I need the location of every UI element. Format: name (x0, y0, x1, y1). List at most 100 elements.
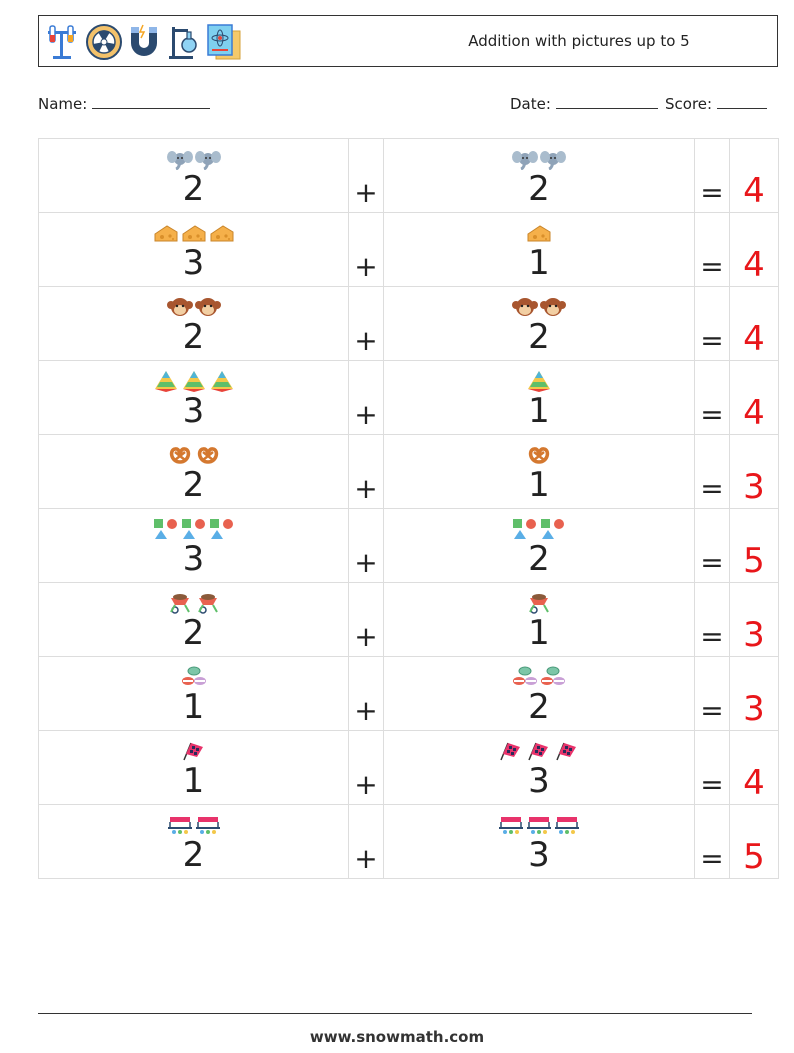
monkey-icon (511, 296, 539, 322)
name-field: Name: (38, 94, 211, 113)
pyramid-icon (525, 370, 553, 396)
plus-cell: + (348, 730, 384, 805)
equals-cell: = (694, 286, 730, 361)
addend-a-cell: 1 (38, 730, 349, 805)
picture-group-a (39, 222, 348, 244)
cheese-icon (525, 222, 553, 248)
plus-sign: + (354, 620, 378, 653)
shapes-icon (511, 518, 539, 544)
picture-group-a (39, 592, 348, 614)
answer-cell: 3 (729, 434, 779, 509)
picture-group-a (39, 740, 348, 762)
score-line (716, 94, 767, 109)
plus-sign: + (354, 768, 378, 801)
equals-cell: = (694, 360, 730, 435)
picture-group-b (384, 666, 694, 688)
footer-url: www.snowmath.com (309, 1028, 485, 1046)
score-label: Score: (665, 95, 713, 113)
addend-b-cell: 1 (383, 582, 695, 657)
addend-a-cell: 2 (38, 804, 349, 879)
pyramid-icon (208, 370, 236, 396)
answer-value: 4 (743, 171, 765, 211)
addend-a: 2 (182, 613, 205, 653)
addend-b: 1 (528, 465, 550, 505)
answer-value: 4 (743, 763, 765, 803)
addend-a: 3 (182, 243, 205, 283)
checkered-flag-icon (497, 740, 525, 766)
shapes-icon (208, 518, 236, 544)
addend-b-cell: 1 (383, 212, 695, 287)
plus-sign: + (354, 250, 378, 283)
equals-sign: = (700, 398, 724, 431)
picture-group-b (384, 592, 694, 614)
monkey-icon (194, 296, 222, 322)
addend-a: 2 (182, 465, 205, 505)
checkered-flag-icon (525, 740, 553, 766)
shapes-icon (539, 518, 567, 544)
answer-cell: 4 (729, 360, 779, 435)
addend-b-cell: 1 (383, 434, 695, 509)
answer-value: 3 (743, 467, 765, 507)
equals-cell: = (694, 434, 730, 509)
equals-sign: = (700, 250, 724, 283)
addend-a-cell: 2 (38, 582, 349, 657)
addend-b: 3 (528, 835, 550, 875)
worksheet-header: Addition with pictures up to 5 (38, 15, 778, 67)
wheelbarrow-icon (194, 592, 222, 618)
plus-cell: + (348, 582, 384, 657)
checkered-flag-icon (180, 740, 208, 766)
addend-a-cell: 2 (38, 138, 349, 213)
picture-group-a (39, 444, 348, 466)
problem-row: 3 +1 = 4 (38, 212, 779, 287)
equals-sign: = (700, 324, 724, 357)
name-label: Name: (38, 95, 88, 113)
addend-b-cell: 2 (383, 508, 695, 583)
plus-sign: + (354, 842, 378, 875)
addend-a: 1 (182, 687, 205, 727)
picture-group-b (384, 814, 694, 836)
addend-b: 1 (528, 613, 550, 653)
macarons-icon (180, 666, 208, 692)
plus-cell: + (348, 360, 384, 435)
picture-group-a (39, 666, 348, 688)
equals-cell: = (694, 212, 730, 287)
picture-group-a (39, 518, 348, 540)
shapes-icon (180, 518, 208, 544)
picture-group-b (384, 444, 694, 466)
addend-a: 2 (182, 317, 205, 357)
picture-group-b (384, 222, 694, 244)
atom-book-icon (205, 23, 241, 61)
picture-group-a (39, 370, 348, 392)
addend-a-cell: 3 (38, 212, 349, 287)
equals-sign: = (700, 546, 724, 579)
picture-group-b (384, 518, 694, 540)
answer-cell: 4 (729, 286, 779, 361)
pretzel-icon (166, 444, 194, 470)
pretzel-icon (525, 444, 553, 470)
answer-cell: 4 (729, 138, 779, 213)
radiation-icon (85, 23, 122, 61)
footer-divider (38, 1013, 752, 1014)
picture-group-b (384, 296, 694, 318)
plus-sign: + (354, 694, 378, 727)
cheese-icon (180, 222, 208, 248)
answer-cell: 5 (729, 804, 779, 879)
addend-a: 2 (182, 169, 205, 209)
equals-sign: = (700, 620, 724, 653)
addend-a-cell: 3 (38, 360, 349, 435)
problem-row: 2 +1 = 3 (38, 434, 779, 509)
addend-a: 3 (182, 391, 205, 431)
equals-cell: = (694, 508, 730, 583)
plus-cell: + (348, 434, 384, 509)
answer-value: 4 (743, 319, 765, 359)
picture-group-b (384, 740, 694, 762)
header-icons (45, 23, 241, 61)
monkey-icon (539, 296, 567, 322)
addend-b-cell: 2 (383, 286, 695, 361)
answer-value: 3 (743, 615, 765, 655)
wheelbarrow-icon (525, 592, 553, 618)
answer-cell: 3 (729, 582, 779, 657)
addend-b: 2 (528, 169, 550, 209)
score-field: Score: (665, 94, 767, 113)
equals-cell: = (694, 804, 730, 879)
